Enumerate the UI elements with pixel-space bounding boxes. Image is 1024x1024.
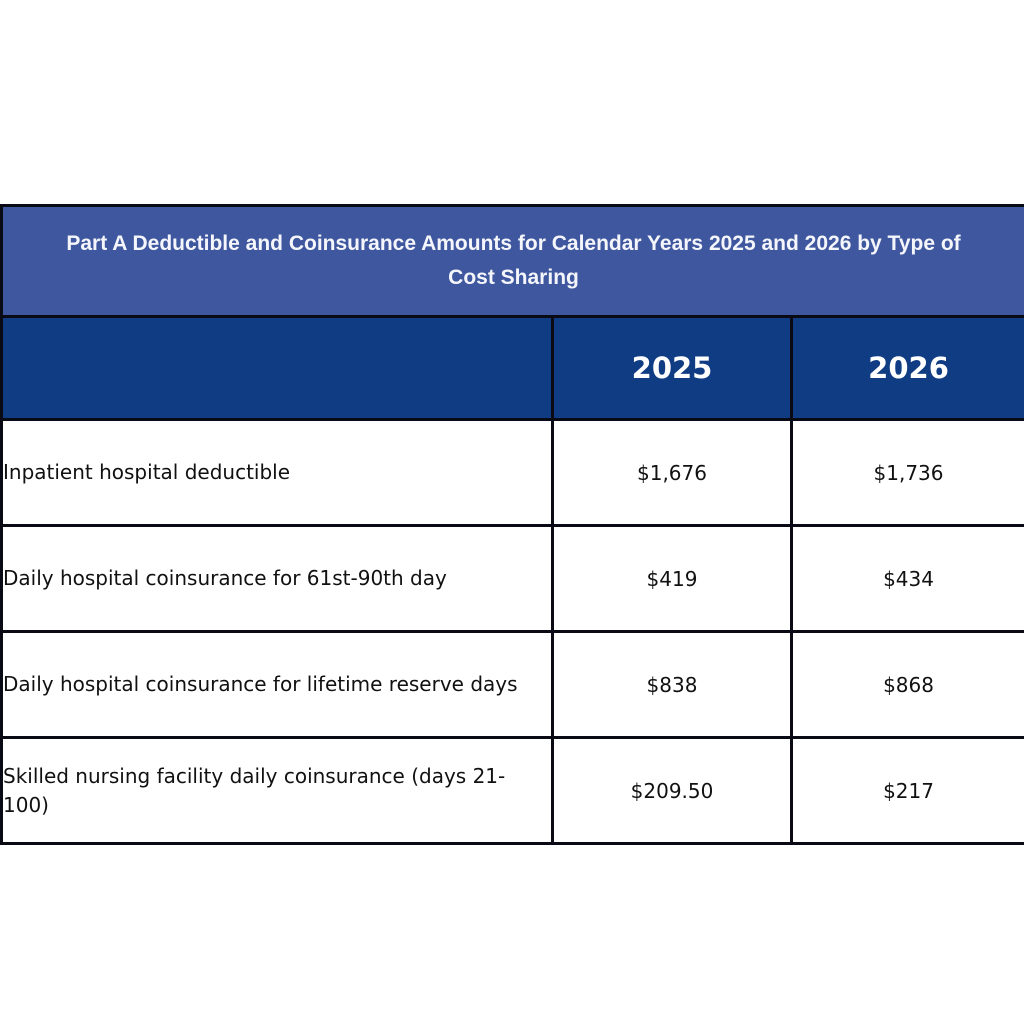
value-2026: $217 <box>789 736 1024 845</box>
value-2026: $1,736 <box>789 418 1024 527</box>
value-2026: $868 <box>789 630 1024 739</box>
value-2025: $419 <box>551 524 793 633</box>
table-title: Part A Deductible and Coinsurance Amount… <box>0 204 1024 318</box>
row-label: Daily hospital coinsurance for 61st-90th… <box>0 524 554 633</box>
value-2025: $1,676 <box>551 418 793 527</box>
value-2025: $838 <box>551 630 793 739</box>
row-label: Daily hospital coinsurance for lifetime … <box>0 630 554 739</box>
title-row: Part A Deductible and Coinsurance Amount… <box>0 204 1024 318</box>
header-2025: 2025 <box>551 315 793 421</box>
table-row: Skilled nursing facility daily coinsuran… <box>0 736 1024 845</box>
header-2026: 2026 <box>789 315 1024 421</box>
table-row: Daily hospital coinsurance for lifetime … <box>0 630 1024 739</box>
value-2026: $434 <box>789 524 1024 633</box>
table-row: Inpatient hospital deductible $1,676 $1,… <box>0 418 1024 527</box>
table-title-text: Part A Deductible and Coinsurance Amount… <box>66 232 961 289</box>
header-row: 2025 2026 <box>0 315 1024 421</box>
value-2025: $209.50 <box>551 736 793 845</box>
header-blank <box>0 315 554 421</box>
row-label: Inpatient hospital deductible <box>0 418 554 527</box>
table-row: Daily hospital coinsurance for 61st-90th… <box>0 524 1024 633</box>
cost-sharing-table: Part A Deductible and Coinsurance Amount… <box>0 204 1024 845</box>
row-label: Skilled nursing facility daily coinsuran… <box>0 736 554 845</box>
